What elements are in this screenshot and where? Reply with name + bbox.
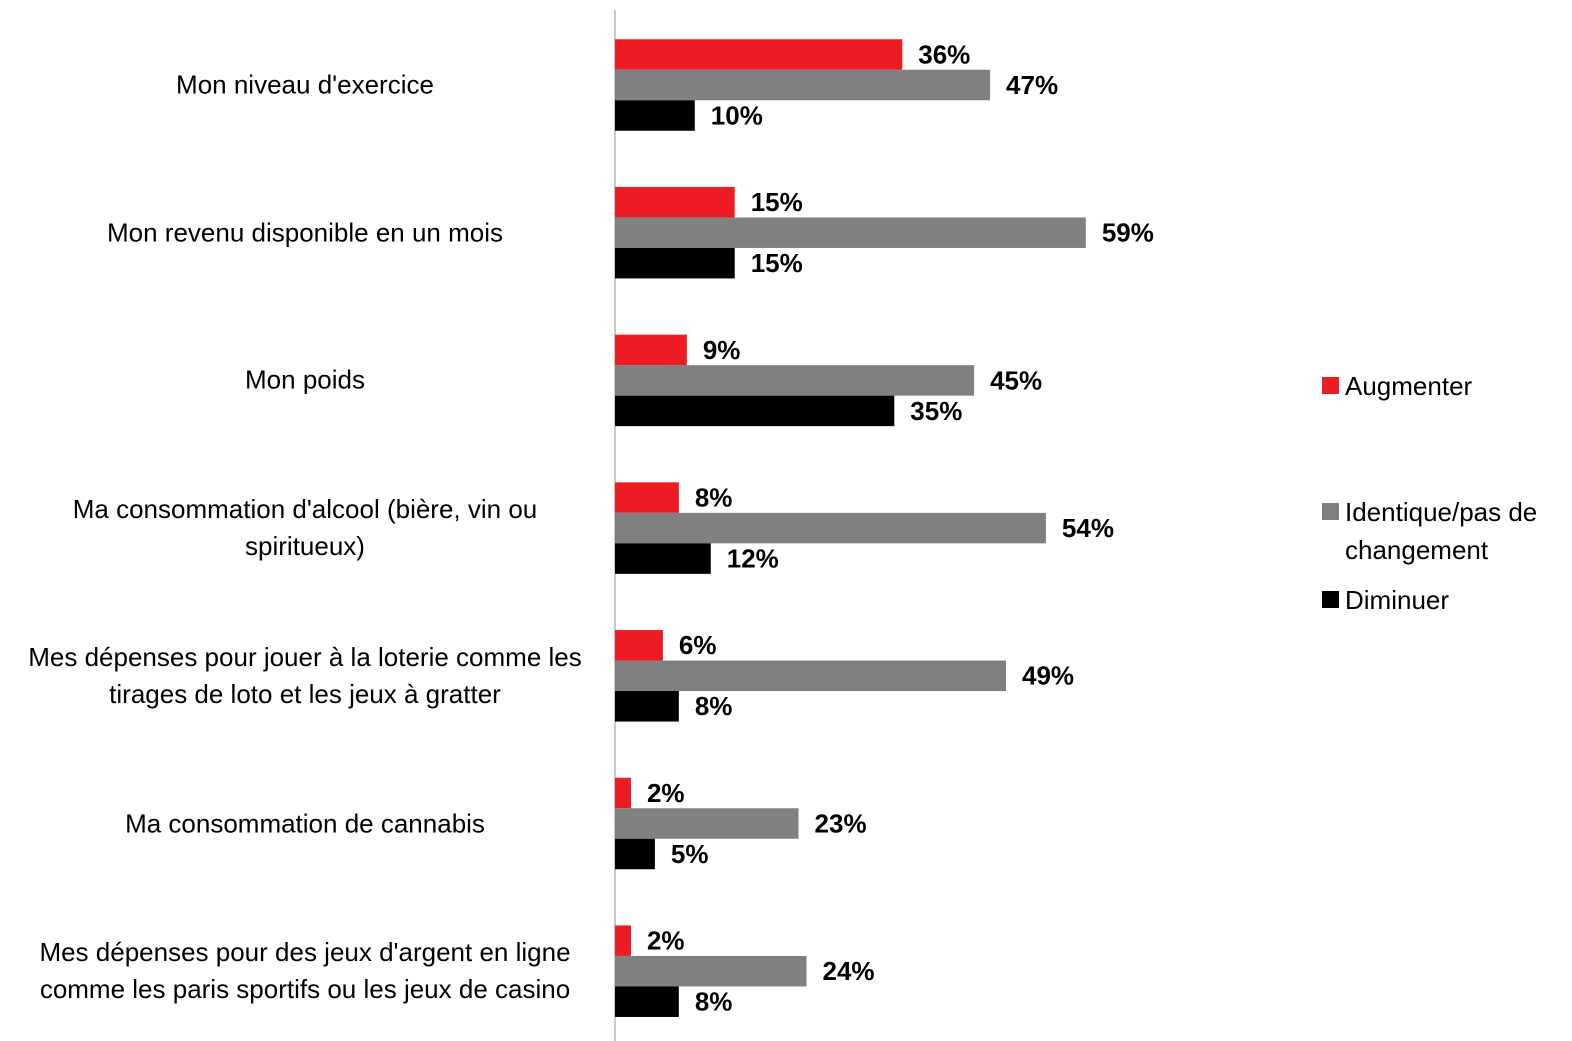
bar — [615, 247, 735, 279]
value-label: 12% — [727, 543, 779, 573]
legend-swatch — [1322, 377, 1339, 394]
legend-label: Augmenter — [1345, 371, 1473, 401]
bar — [615, 986, 679, 1017]
category-label: Mes dépenses pour jouer à la loterie com… — [28, 641, 582, 709]
value-label: 8% — [695, 987, 733, 1017]
value-label: 5% — [671, 839, 709, 869]
value-label: 54% — [1062, 513, 1114, 543]
value-label: 23% — [815, 808, 867, 838]
value-label: 59% — [1102, 218, 1154, 248]
bar — [615, 217, 1086, 248]
value-label: 2% — [647, 926, 685, 956]
bar — [615, 838, 655, 870]
bar — [615, 808, 799, 839]
value-label: 15% — [751, 187, 803, 217]
category-label: Mon revenu disponible en un mois — [106, 217, 504, 248]
bar — [615, 512, 1046, 544]
legend-label: Diminuer — [1345, 585, 1450, 615]
bar — [615, 186, 735, 218]
category-label: Mes dépenses pour des jeux d'argent en l… — [39, 937, 571, 1005]
bar — [615, 630, 663, 661]
bar — [615, 925, 631, 956]
bar — [615, 543, 711, 574]
value-label: 6% — [679, 630, 717, 660]
bar — [615, 955, 807, 987]
value-label: 2% — [647, 778, 685, 808]
legend-label: Identique/pas de changement — [1345, 497, 1538, 565]
bar — [615, 39, 903, 70]
bar — [615, 777, 631, 809]
value-label: 10% — [711, 100, 763, 130]
bar — [615, 334, 687, 366]
value-label: 45% — [990, 365, 1042, 395]
value-label: 24% — [823, 956, 875, 986]
value-label: 36% — [918, 39, 970, 69]
value-label: 8% — [695, 691, 733, 721]
value-label: 15% — [751, 248, 803, 278]
value-label: 49% — [1022, 661, 1074, 691]
value-label: 8% — [695, 482, 733, 512]
value-label: 47% — [1006, 70, 1058, 100]
bar — [615, 69, 991, 101]
bar — [615, 365, 975, 396]
category-label: Mon niveau d'exercice — [176, 69, 434, 100]
bar — [615, 660, 1007, 692]
bar — [615, 100, 695, 131]
value-label: 35% — [910, 396, 962, 426]
legend-swatch — [1322, 503, 1339, 520]
category-label: Ma consommation d'alcool (bière, vin ou … — [72, 494, 538, 562]
value-label: 9% — [703, 335, 741, 365]
bar — [615, 482, 679, 513]
bar — [615, 395, 895, 427]
category-label: Mon poids — [245, 364, 365, 395]
category-label: Ma consommation de cannabis — [125, 808, 485, 838]
legend-swatch — [1322, 591, 1339, 608]
bar — [615, 691, 679, 722]
